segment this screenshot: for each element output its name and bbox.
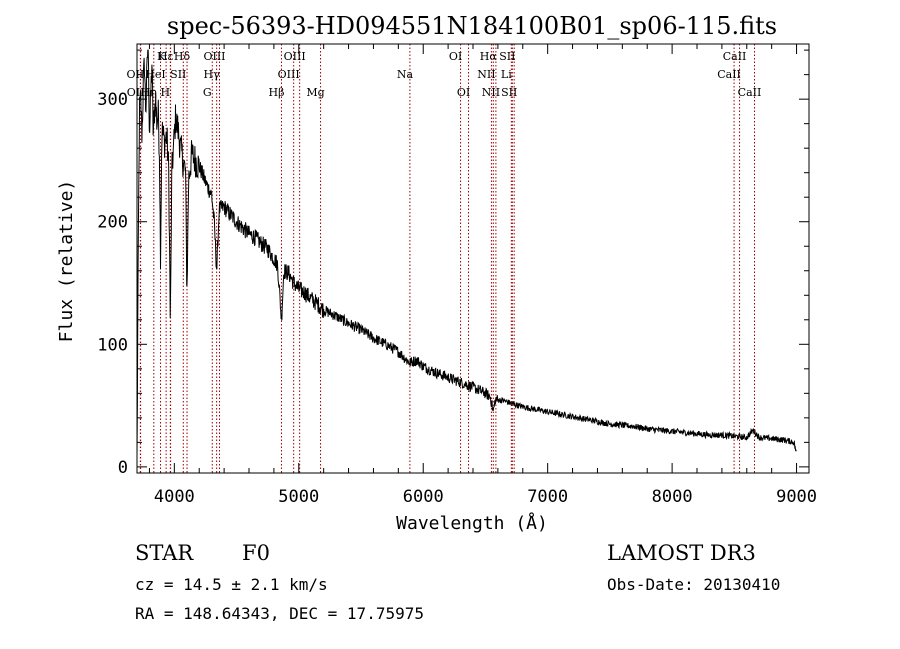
plot-frame [136,43,810,474]
line-label: Na [397,68,414,81]
y-axis-label: Flux (relative) [56,180,77,343]
x-tick-label: 8000 [652,487,693,507]
line-label: Hδ [174,50,191,63]
y-tick-labels: 0 100 200 300 [97,90,128,478]
y-tick-label: 0 [118,458,128,478]
x-tick-label: 9000 [776,487,817,507]
redshift-readout: cz = 14.5 ± 2.1 km/s [135,575,328,594]
line-label: G [203,86,212,99]
line-label: Hβ [269,86,285,99]
line-label: OII [127,68,145,81]
line-label: SII [501,86,517,99]
line-label: OI [449,50,462,63]
survey-name: LAMOST DR3 [607,541,756,565]
line-label: Hε [158,50,174,63]
spectrum-line [136,49,797,456]
obs-date: Obs-Date: 20130410 [607,575,781,594]
line-label: CaII [717,68,741,81]
chart-title: spec-56393-HD094551N184100B01_sp06-115.f… [167,12,777,40]
x-tick-labels: 4000 5000 6000 7000 8000 9000 [154,487,817,507]
x-tick-label: 6000 [403,487,444,507]
line-label: Li [501,68,512,81]
coordinates: RA = 148.64343, DEC = 17.75975 [135,604,424,623]
line-label: K [157,50,166,63]
emission-line-guides [139,44,755,473]
line-label: OIII [278,68,300,81]
line-label: CaII [723,50,747,63]
axis-ticks [137,44,809,473]
line-label: SII [499,50,515,63]
line-label: HeI [145,68,165,81]
line-label: CaII [738,86,762,99]
x-tick-label: 7000 [527,487,568,507]
object-class: STAR [135,541,194,565]
line-label: Hγ [204,68,221,81]
line-label: OI [457,86,470,99]
y-tick-label: 300 [97,90,128,110]
line-label: Mg [306,86,324,99]
x-axis-label: Wavelength (Å) [396,512,548,534]
y-tick-label: 100 [97,335,128,355]
line-label: SII [170,68,186,81]
line-label: NII [482,86,500,99]
y-tick-label: 200 [97,213,128,233]
line-label: OIII [284,50,306,63]
line-label: Hα [480,50,498,63]
line-label: H [161,86,171,99]
object-subclass: F0 [242,541,270,565]
line-label: OIII [203,50,225,63]
x-tick-label: 4000 [154,487,195,507]
x-tick-label: 5000 [278,487,319,507]
line-label: NII [477,68,495,81]
